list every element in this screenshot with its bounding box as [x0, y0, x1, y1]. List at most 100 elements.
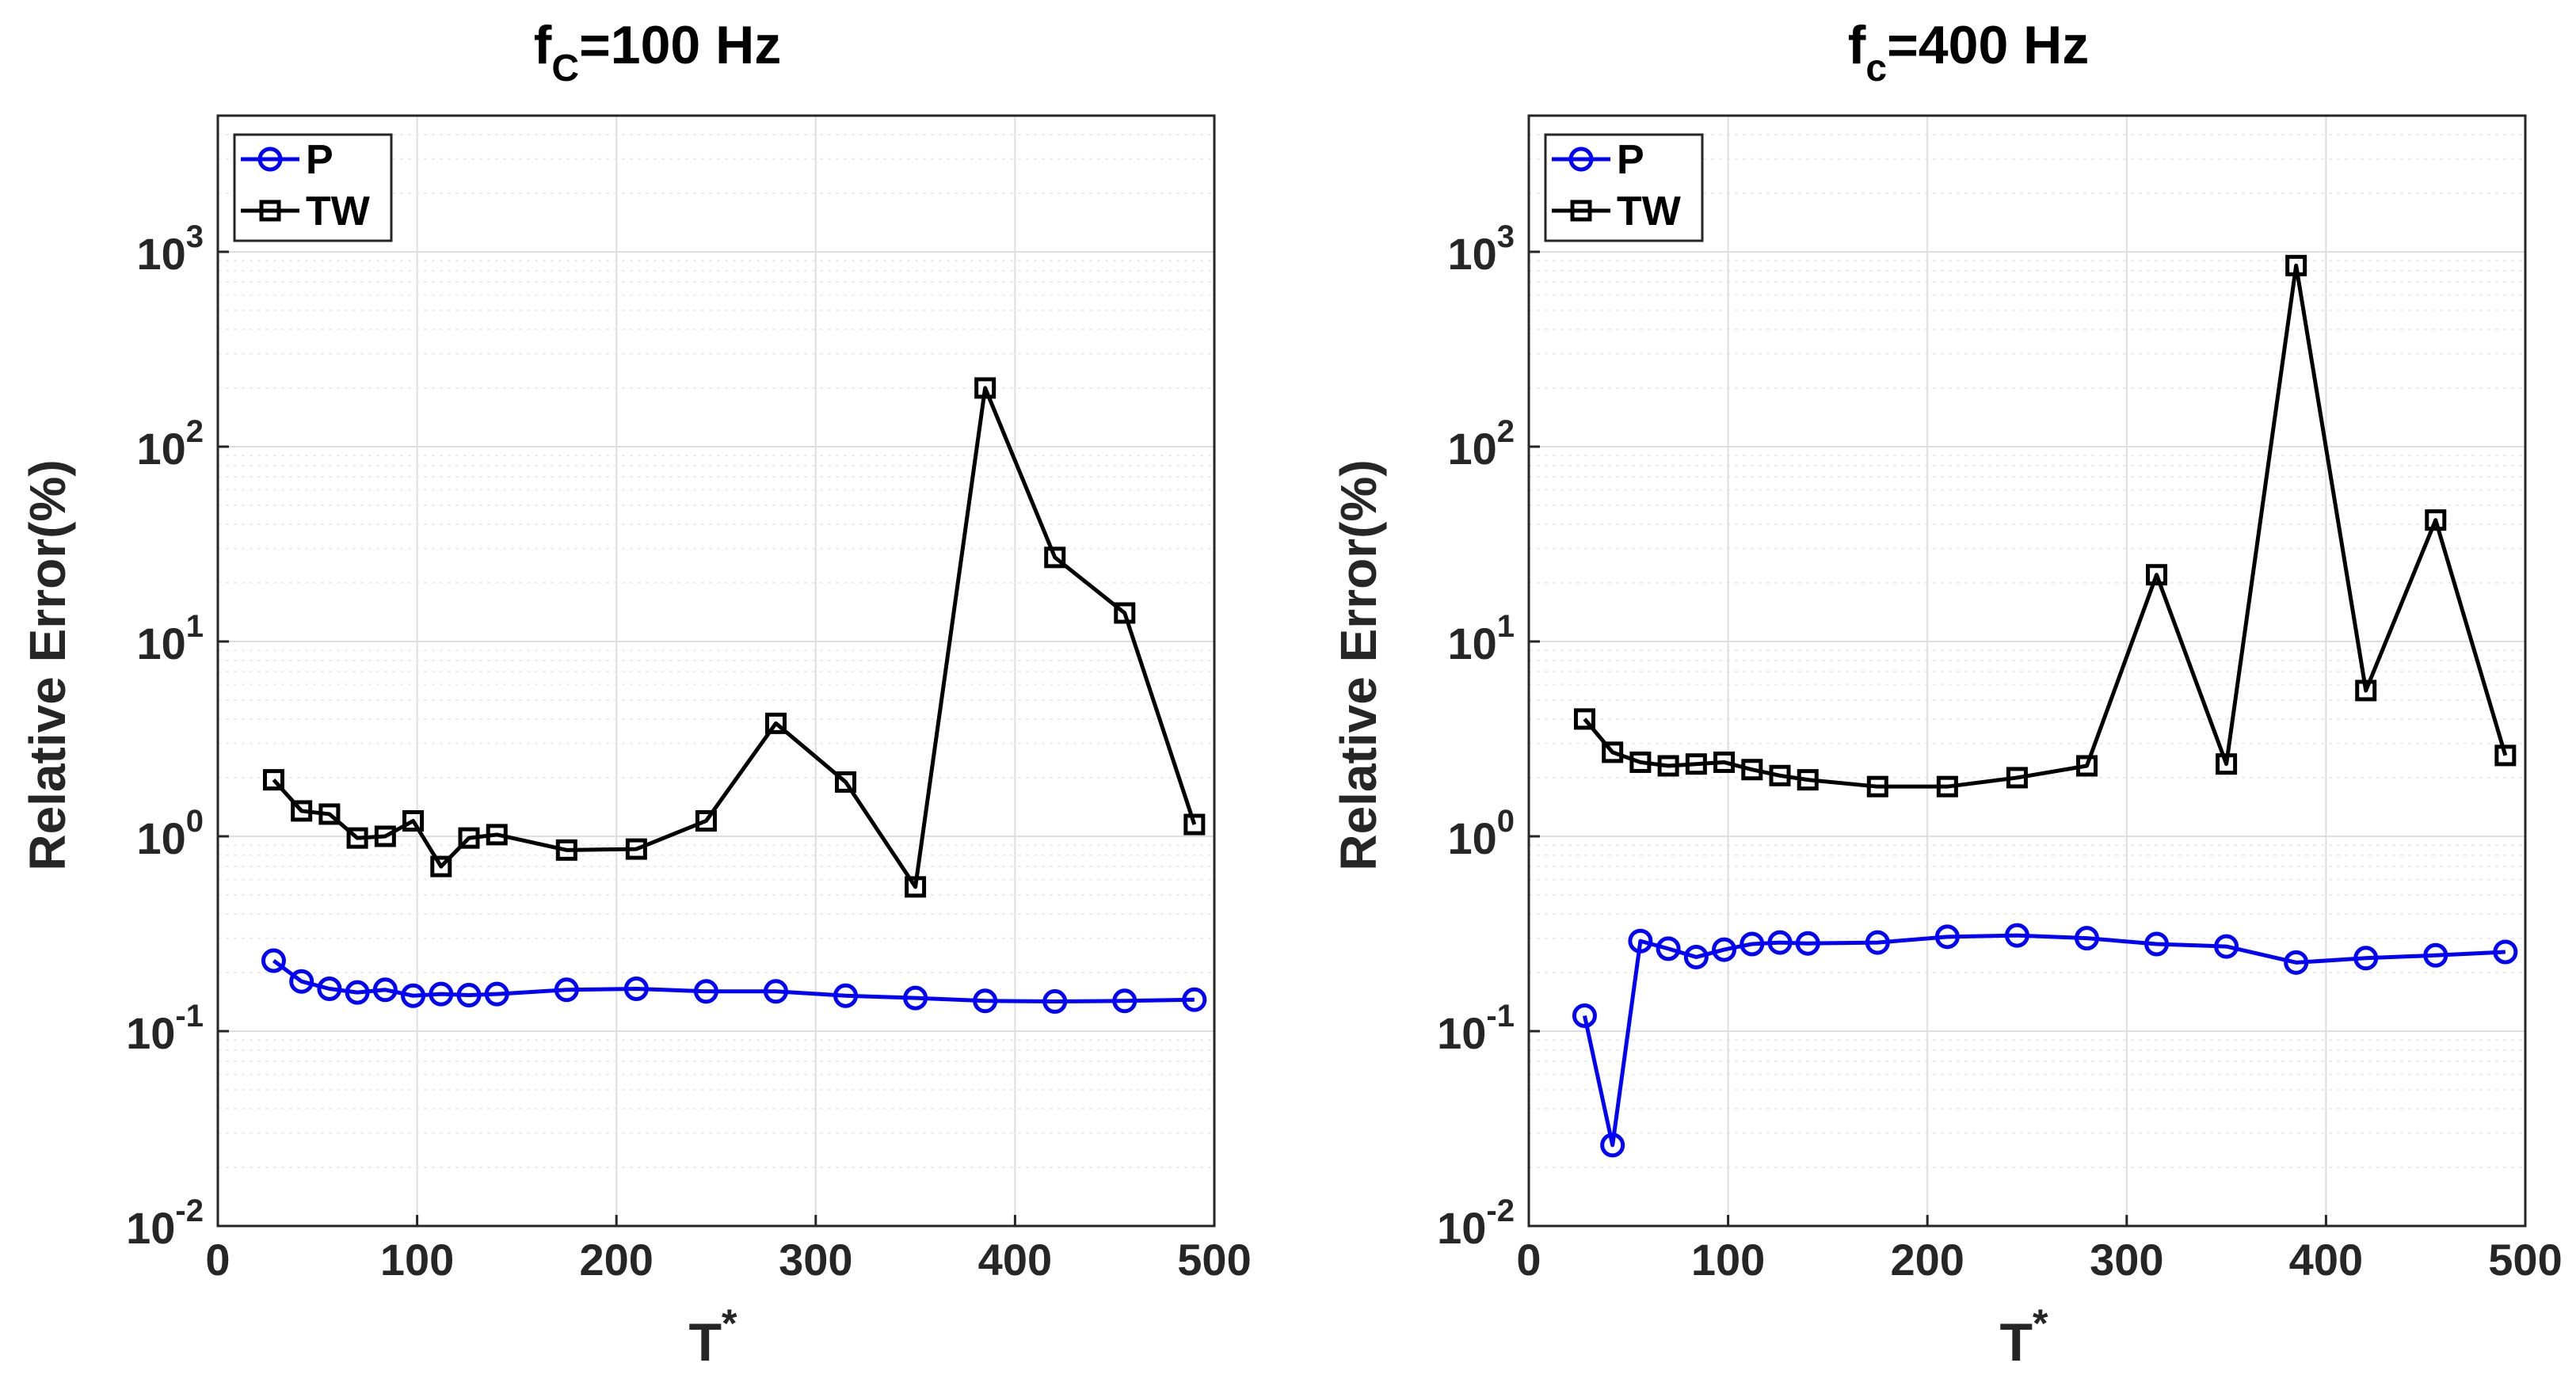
legend-label-p: P	[1617, 137, 1644, 183]
legend-label-tw: TW	[306, 188, 371, 234]
data-point-tw	[1183, 813, 1206, 836]
y-tick-label: 10-1	[126, 999, 204, 1058]
y-tick-label: 100	[136, 804, 204, 863]
data-point-tw	[1657, 755, 1679, 777]
y-tick-label: 10-1	[1437, 999, 1515, 1058]
data-point-tw	[1602, 741, 1624, 763]
y-tick-label: 100	[1447, 804, 1515, 863]
data-point-p	[693, 979, 718, 1004]
x-tick-label: 100	[380, 1235, 454, 1285]
chart-title: fc=400 Hz	[1848, 15, 2090, 89]
data-point-tw	[1114, 602, 1136, 624]
series-layer	[261, 377, 1207, 1015]
y-tick-label: 10-2	[1437, 1194, 1515, 1253]
data-point-p	[484, 981, 509, 1007]
data-point-p	[1865, 930, 1890, 955]
y-tick-label: 103	[1447, 219, 1515, 279]
data-point-p	[372, 977, 398, 1003]
data-point-p	[1683, 944, 1709, 969]
series-line-p	[1583, 933, 2506, 1148]
legend-marker-tw	[259, 200, 281, 222]
data-point-tw	[555, 839, 577, 861]
data-point-p	[1795, 931, 1820, 956]
data-point-p	[1112, 988, 1137, 1014]
x-tick-label: 300	[2090, 1235, 2163, 1285]
data-point-tw	[2075, 755, 2098, 777]
data-point-p	[763, 979, 788, 1004]
data-point-p	[2353, 946, 2379, 971]
data-point-tw	[2494, 744, 2517, 767]
data-point-p	[401, 983, 426, 1008]
data-point-tw	[291, 800, 313, 822]
data-point-tw	[764, 712, 787, 734]
x-tick-label: 200	[1890, 1235, 1964, 1285]
data-point-p	[1656, 936, 1681, 961]
legend-marker-p	[1568, 147, 1594, 172]
data-point-tw	[1741, 759, 1763, 781]
data-point-p	[1600, 1133, 1625, 1158]
data-point-tw	[1685, 753, 1707, 775]
data-point-p	[429, 981, 454, 1007]
series-layer	[1572, 254, 2518, 1158]
data-point-p	[2423, 942, 2448, 968]
data-point-p	[1042, 989, 1068, 1015]
data-point-p	[1628, 928, 1653, 954]
data-point-tw	[486, 824, 508, 846]
legend: P TW	[233, 133, 393, 242]
data-point-tw	[1629, 751, 1652, 773]
data-point-p	[317, 976, 342, 1001]
data-point-tw	[2006, 767, 2028, 789]
data-point-p	[2284, 950, 2309, 975]
data-point-tw	[430, 855, 452, 878]
data-point-p	[1740, 931, 1765, 957]
y-tick-label: 10-2	[126, 1194, 204, 1253]
data-point-tw	[974, 377, 996, 399]
data-point-tw	[695, 810, 717, 832]
axes-box	[216, 114, 1216, 1228]
y-tick-label: 103	[136, 219, 204, 279]
series-line-tw	[1583, 263, 2508, 789]
data-point-p	[623, 976, 649, 1001]
data-point-p	[456, 983, 482, 1008]
data-point-p	[2004, 923, 2029, 948]
data-point-p	[2214, 934, 2239, 959]
data-point-p	[973, 988, 998, 1014]
data-point-p	[1182, 987, 1207, 1012]
data-point-tw	[318, 803, 341, 825]
chart-title: fC=100 Hz	[534, 15, 782, 89]
y-axis-label: Relative Error(%)	[1330, 459, 1387, 870]
data-point-p	[2493, 939, 2518, 965]
data-point-tw	[625, 838, 647, 860]
data-point-tw	[1713, 751, 1736, 773]
legend-label-tw: TW	[1617, 188, 1682, 234]
data-point-tw	[835, 771, 857, 793]
data-point-tw	[1936, 775, 1958, 798]
x-tick-label: 400	[2289, 1235, 2363, 1285]
data-point-tw	[2146, 564, 2168, 586]
legend: P TW	[1544, 133, 1704, 242]
x-tick-label: 300	[779, 1235, 852, 1285]
data-point-p	[2074, 926, 2099, 951]
data-point-tw	[346, 827, 368, 849]
x-tick-label: 100	[1691, 1235, 1765, 1285]
data-point-p	[2144, 931, 2170, 957]
data-point-tw	[2355, 680, 2377, 702]
data-point-tw	[905, 876, 927, 898]
data-point-p	[1767, 930, 1793, 955]
x-axis-label: T*	[688, 1301, 737, 1372]
series-line-p	[272, 958, 1195, 1004]
data-point-tw	[374, 825, 396, 847]
x-tick-label: 0	[205, 1235, 230, 1285]
y-tick-label: 101	[1447, 609, 1515, 668]
data-point-tw	[2425, 509, 2447, 531]
tick-labels: 0 100 200 300 400 500 10-2 10-1 100 101 102 103	[1437, 219, 2563, 1285]
data-point-tw	[1573, 708, 1595, 730]
x-axis-label: T*	[1999, 1301, 2048, 1372]
series-line-tw	[272, 386, 1197, 889]
data-point-p	[903, 985, 928, 1011]
data-point-p	[1712, 937, 1737, 962]
data-point-tw	[402, 810, 425, 832]
data-point-tw	[1797, 769, 1819, 791]
data-point-p	[261, 948, 286, 973]
